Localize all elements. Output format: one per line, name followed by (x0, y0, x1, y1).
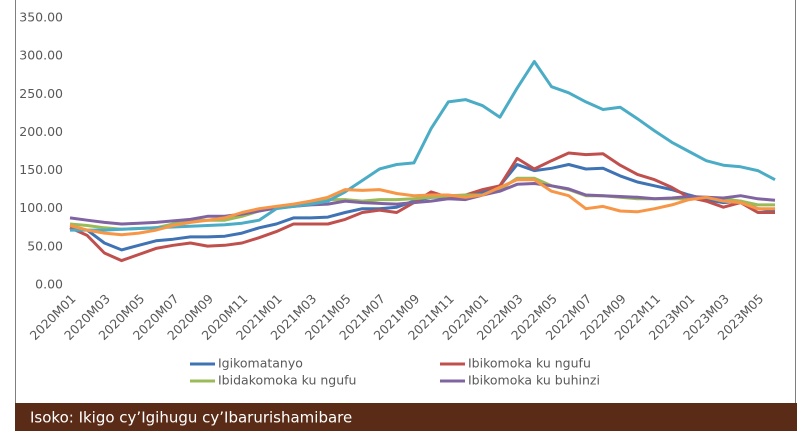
y-tick-label: 0.00 (35, 277, 63, 292)
series-line (70, 60, 776, 232)
legend-label: Ibikomoka ku buhinzi (468, 373, 600, 388)
y-tick-label: 50.00 (27, 238, 63, 253)
legend-label: Ibikomoka ku ngufu (468, 356, 591, 371)
y-tick-label: 100.00 (19, 200, 63, 215)
y-tick-label: 200.00 (19, 124, 63, 139)
series-line (69, 182, 776, 226)
series-line (69, 178, 775, 237)
legend-label: Ibidakomoka ku ngufu (218, 373, 356, 388)
source-band (15, 403, 797, 431)
y-tick-label: 250.00 (19, 86, 63, 101)
y-tick-label: 150.00 (19, 162, 63, 177)
series-line (69, 163, 776, 252)
y-tick-label: 350.00 (19, 10, 63, 25)
y-tick-label: 300.00 (19, 48, 63, 63)
legend-label: Igikomatanyo (218, 356, 303, 371)
source: Isoko: Ikigo cy’Igihugu cy’Ibarurishamib… (30, 409, 352, 427)
